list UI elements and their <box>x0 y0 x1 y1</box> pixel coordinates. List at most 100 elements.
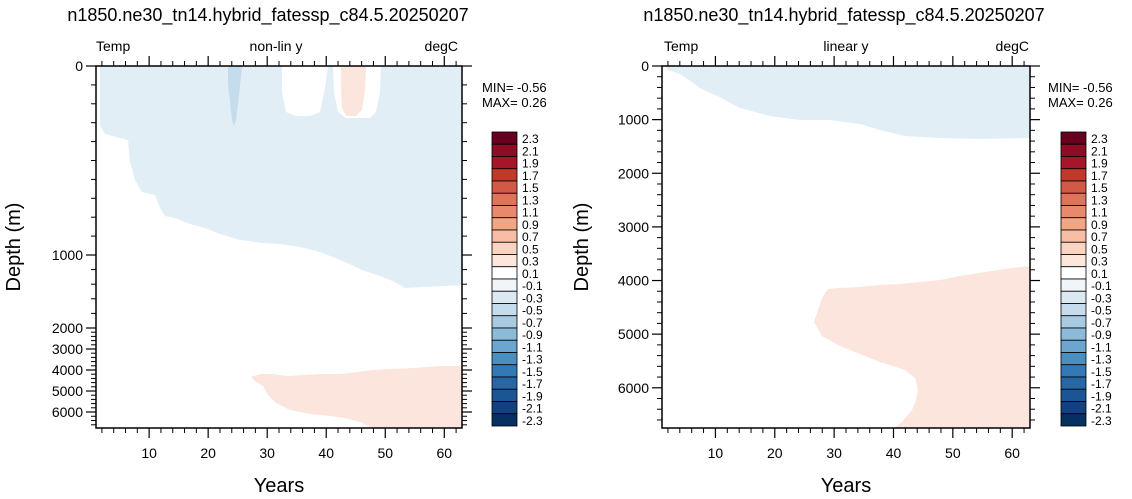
colorbar-swatch <box>1060 180 1087 194</box>
colorbar-swatch <box>1060 192 1087 206</box>
right-x-axis-title: Years <box>821 475 871 497</box>
left-y-tick-label: 5000 <box>52 383 83 399</box>
right-contour-pos-deep <box>814 266 1030 428</box>
left-x-tick-label: 10 <box>141 445 157 461</box>
right-contour-neg-upper <box>666 66 1030 139</box>
colorbar-swatch <box>1060 339 1087 353</box>
colorbar-swatch <box>491 156 518 170</box>
colorbar-swatch <box>491 192 518 206</box>
colorbar-label: -2.1 <box>522 402 543 416</box>
right-y-axis-title: Depth (m) <box>571 203 593 292</box>
right-variable-label: Temp <box>664 38 698 54</box>
left-colorbar: 2.32.11.91.71.51.31.10.90.70.50.30.1-0.1… <box>491 131 543 428</box>
colorbar-label: 1.5 <box>1091 181 1108 195</box>
right-x-tick-label: 60 <box>1004 445 1020 461</box>
colorbar-label: 1.3 <box>522 193 539 207</box>
right-y-tick-label: 3000 <box>618 219 649 235</box>
colorbar-swatch <box>491 303 518 317</box>
colorbar-label: 1.1 <box>1091 206 1108 220</box>
left-x-tick-label: 30 <box>259 445 275 461</box>
colorbar-swatch <box>491 364 518 378</box>
right-colorbar: 2.32.11.91.71.51.31.10.90.70.50.30.1-0.1… <box>1060 131 1112 428</box>
colorbar-label: 0.9 <box>522 218 539 232</box>
colorbar-label: -0.7 <box>1091 316 1112 330</box>
left-plot-area <box>95 65 463 429</box>
colorbar-swatch <box>491 143 518 157</box>
colorbar-swatch <box>1060 241 1087 255</box>
colorbar-label: 2.1 <box>522 144 539 158</box>
colorbar-label: -1.1 <box>1091 340 1112 354</box>
right-x-axis: 10 20 30 40 50 60 <box>667 56 1025 461</box>
colorbar-swatch <box>491 241 518 255</box>
colorbar-label: -1.3 <box>1091 353 1112 367</box>
colorbar-swatch <box>1060 229 1087 243</box>
colorbar-label: -0.5 <box>522 304 543 318</box>
colorbar-swatch <box>1060 388 1087 402</box>
colorbar-swatch <box>491 205 518 219</box>
left-x-tick-label: 20 <box>200 445 216 461</box>
right-min-label: MIN= -0.56 <box>1048 80 1113 95</box>
colorbar-swatch <box>1060 217 1087 231</box>
colorbar-swatch <box>1060 413 1087 427</box>
right-y-tick-label: 4000 <box>618 273 649 289</box>
colorbar-swatch <box>1060 315 1087 329</box>
colorbar-label: 0.7 <box>522 230 539 244</box>
left-units-label: degC <box>425 38 458 54</box>
colorbar-swatch <box>491 339 518 353</box>
right-y-tick-label: 5000 <box>618 326 649 342</box>
left-y-tick-label: 6000 <box>52 404 83 420</box>
colorbar-label: 1.9 <box>1091 157 1108 171</box>
colorbar-swatch <box>491 168 518 182</box>
right-x-tick-label: 10 <box>708 445 724 461</box>
colorbar-label: -0.5 <box>1091 304 1112 318</box>
colorbar-swatch <box>1060 131 1087 145</box>
colorbar-swatch <box>491 327 518 341</box>
right-max-label: MAX= 0.26 <box>1048 95 1113 110</box>
colorbar-swatch <box>1060 364 1087 378</box>
colorbar-label: 0.7 <box>1091 230 1108 244</box>
colorbar-swatch <box>1060 303 1087 317</box>
left-contour-gap-1 <box>282 66 328 116</box>
colorbar-label: 0.9 <box>1091 218 1108 232</box>
colorbar-label: 1.5 <box>522 181 539 195</box>
left-x-tick-label: 50 <box>377 445 393 461</box>
colorbar-swatch <box>1060 156 1087 170</box>
colorbar-label: 1.1 <box>522 206 539 220</box>
colorbar-swatch <box>491 376 518 390</box>
colorbar-label: -0.1 <box>522 279 543 293</box>
colorbar-label: -1.5 <box>1091 365 1112 379</box>
left-y-axis-title: Depth (m) <box>3 203 25 292</box>
colorbar-label: 2.3 <box>1091 132 1108 146</box>
colorbar-swatch <box>491 217 518 231</box>
colorbar-label: 0.1 <box>1091 267 1108 281</box>
right-x-tick-label: 50 <box>945 445 961 461</box>
right-units-label: degC <box>996 38 1029 54</box>
colorbar-swatch <box>1060 278 1087 292</box>
colorbar-label: -0.9 <box>522 328 543 342</box>
left-y-tick-label: 4000 <box>52 362 83 378</box>
left-variable-label: Temp <box>96 38 130 54</box>
left-y-tick-label: 0 <box>75 58 83 74</box>
left-x-tick-label: 60 <box>437 445 453 461</box>
colorbar-swatch <box>491 388 518 402</box>
colorbar-swatch <box>1060 205 1087 219</box>
colorbar-label: -1.3 <box>522 353 543 367</box>
colorbar-label: -0.3 <box>1091 291 1112 305</box>
left-y-axis: 0 1000 2000 3000 4000 5000 6000 <box>52 58 472 426</box>
colorbar-label: -1.9 <box>1091 389 1112 403</box>
colorbar-label: -1.7 <box>522 377 543 391</box>
colorbar-label: -1.7 <box>1091 377 1112 391</box>
colorbar-label: 2.1 <box>1091 144 1108 158</box>
right-x-tick-label: 30 <box>826 445 842 461</box>
colorbar-label: 0.1 <box>522 267 539 281</box>
colorbar-swatch <box>1060 254 1087 268</box>
colorbar-swatch <box>491 229 518 243</box>
left-x-axis: 10 20 30 40 50 60 <box>101 56 457 461</box>
colorbar-label: 0.5 <box>1091 242 1108 256</box>
left-max-label: MAX= 0.26 <box>482 95 547 110</box>
colorbar-swatch <box>491 254 518 268</box>
colorbar-swatch <box>491 290 518 304</box>
colorbar-label: -0.3 <box>522 291 543 305</box>
